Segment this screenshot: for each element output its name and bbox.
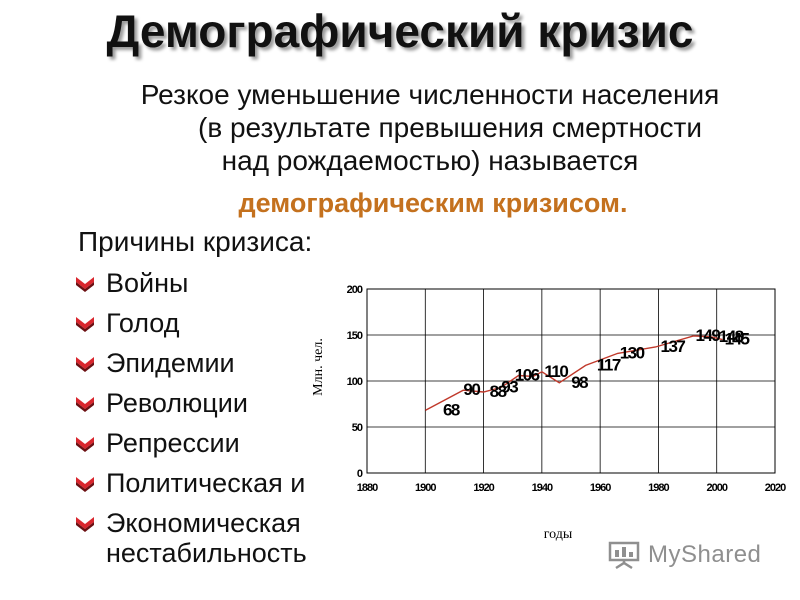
causes-list: Войны Голод Эпидемии Революции Репрессии… [74, 268, 307, 578]
cause-item: Эпидемии [74, 348, 307, 378]
x-tick-label: 2020 [765, 482, 786, 494]
arrow-bullet-icon [76, 397, 94, 412]
x-tick-label: 2000 [706, 482, 727, 494]
cause-item: Репрессии [74, 428, 307, 458]
arrow-bullet-icon [76, 477, 94, 492]
data-label: 98 [571, 373, 588, 392]
causes-heading: Причины кризиса: [78, 226, 313, 257]
arrow-bullet-icon [76, 357, 94, 372]
cause-item: Экономическая нестабильность [74, 508, 307, 568]
cause-label: Экономическая [106, 508, 301, 538]
data-label: 148 [719, 327, 744, 346]
presentation-screen-icon [608, 541, 640, 570]
cause-item: Революции [74, 388, 307, 418]
intro-text: Резкое уменьшение численности населения … [0, 78, 800, 177]
data-label: 145 [725, 330, 750, 349]
intro-line: Резкое уменьшение численности населения [140, 79, 720, 110]
arrow-bullet-icon [76, 517, 94, 532]
x-tick-label: 1880 [357, 482, 378, 494]
cause-label: Голод [106, 308, 180, 338]
x-tick-label: 1940 [532, 482, 553, 494]
series-line [424, 335, 723, 412]
intro-line: над рождаемостью) называется [221, 145, 639, 176]
data-label: 149 [695, 326, 720, 345]
cause-item: Политическая и [74, 468, 307, 498]
data-label: 88 [490, 382, 507, 401]
y-tick-label: 200 [347, 284, 363, 296]
cause-label: Войны [106, 268, 189, 298]
y-axis-label: Млн. чел. [311, 338, 326, 396]
y-tick-label: 0 [357, 468, 363, 480]
cause-label-continued: нестабильность [106, 538, 307, 568]
data-label: 117 [597, 355, 621, 374]
arrow-bullet-icon [76, 317, 94, 332]
y-tick-label: 150 [347, 330, 363, 342]
x-tick-label: 1900 [415, 482, 436, 494]
arrow-bullet-icon [76, 277, 94, 292]
highlighted-term: демографическим кризисом. [238, 188, 628, 218]
cause-item: Голод [74, 308, 307, 338]
watermark: MyShared [606, 538, 761, 572]
watermark-text: MyShared [648, 541, 762, 568]
data-label: 68 [443, 400, 460, 419]
data-label: 106 [515, 365, 540, 384]
cause-item: Войны [74, 268, 307, 298]
x-tick-label: 1920 [473, 482, 494, 494]
intro-line: (в результате превышения смертности [198, 112, 702, 143]
y-tick-label: 100 [347, 376, 363, 388]
data-label: 130 [620, 343, 645, 362]
data-label: 137 [660, 337, 685, 356]
data-label: 110 [544, 362, 568, 381]
cause-label: Революции [106, 388, 248, 418]
population-line-chart: 1880 1900 1920 1940 1960 1980 2000 2020 0 50 100 15… [311, 284, 787, 542]
page-title: Демографический кризис [106, 5, 694, 57]
cause-label: Эпидемии [106, 348, 235, 378]
data-label: 93 [501, 377, 518, 396]
cause-label: Репрессии [106, 428, 240, 458]
y-tick-label: 50 [352, 422, 363, 434]
x-tick-label: 1980 [648, 482, 669, 494]
x-axis-label: годы [544, 527, 573, 542]
data-label: 90 [463, 380, 480, 399]
arrow-bullet-icon [76, 437, 94, 452]
cause-label: Политическая и [106, 468, 306, 498]
x-tick-label: 1960 [590, 482, 611, 494]
